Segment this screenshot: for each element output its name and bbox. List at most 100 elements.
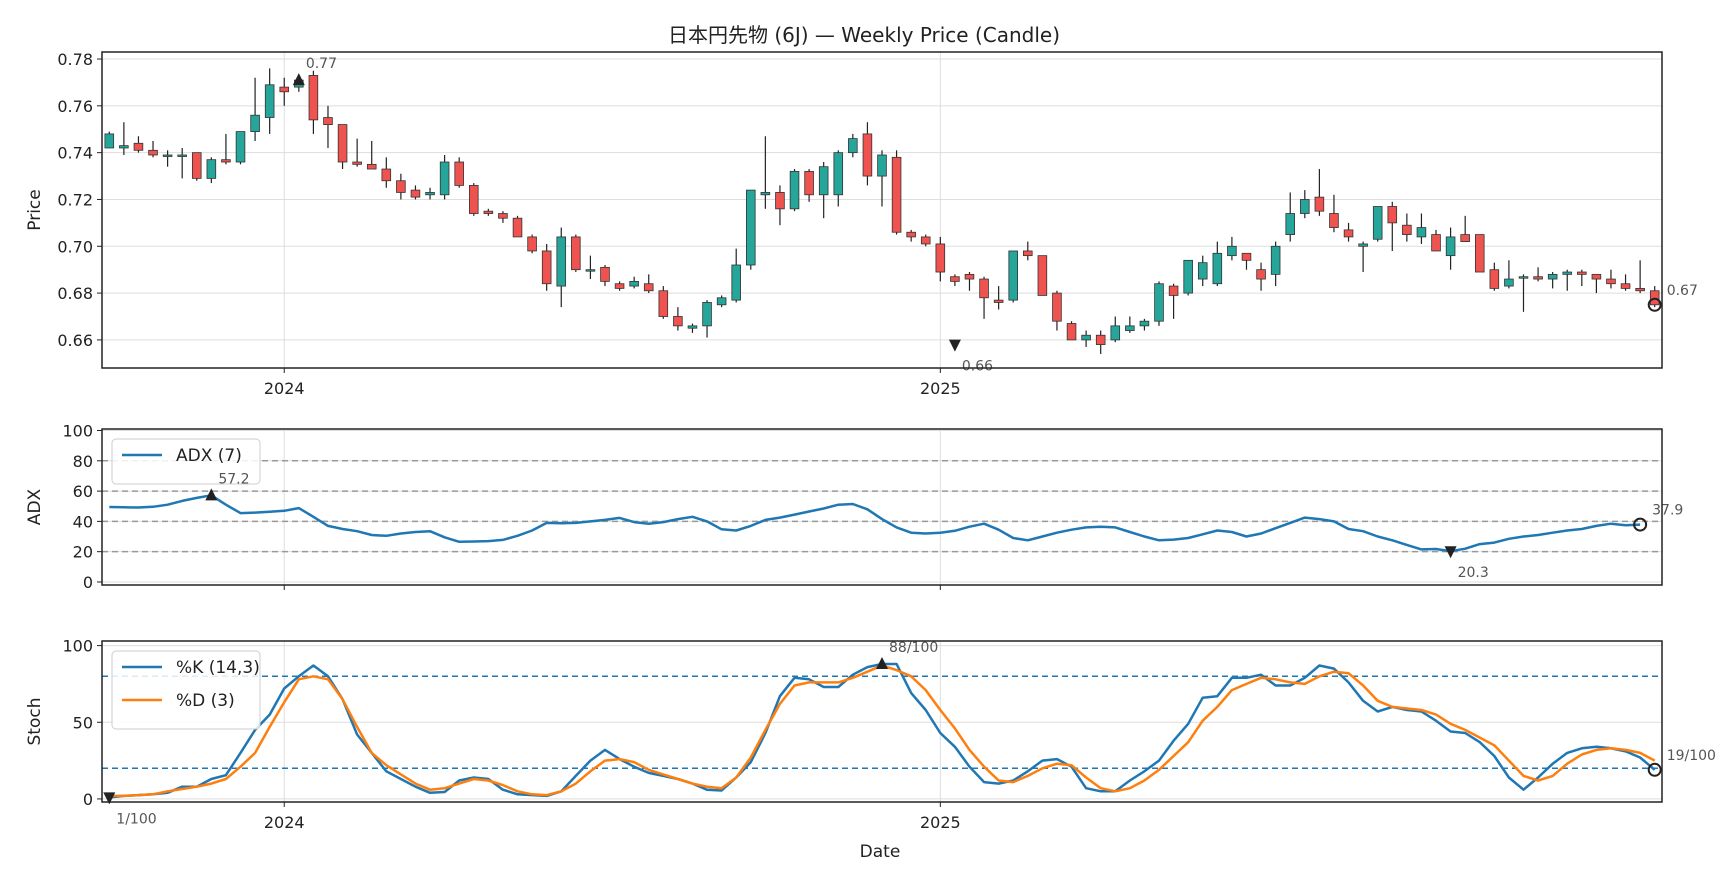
candle-body	[906, 231, 916, 238]
candle-body	[541, 250, 552, 285]
candle-body	[891, 156, 902, 233]
y-tick-label: 80	[73, 452, 93, 471]
candle-body	[731, 264, 741, 301]
candle-body	[133, 142, 144, 151]
candle-body	[425, 192, 435, 196]
last-annotation: 37.9	[1652, 503, 1683, 519]
candle-body	[687, 325, 698, 329]
y-tick-label: 0	[83, 573, 93, 592]
candle-body	[512, 217, 523, 238]
candle-body	[352, 161, 362, 165]
candle-body	[1256, 269, 1266, 280]
candle-body	[1139, 320, 1150, 327]
x-axis-label: Date	[860, 842, 901, 862]
candle-body	[673, 316, 683, 327]
last-marker	[1647, 762, 1662, 777]
adx-panel: 0 20 40 60 80 100 ADX (7) 57.2 20.3 37.9 ADX	[25, 422, 1683, 592]
candle-body	[104, 133, 115, 149]
last-annotation: 19/100	[1667, 748, 1716, 764]
max-annotation: 57.2	[218, 471, 249, 487]
candle-body	[1300, 199, 1310, 214]
y-tick-label: 0.70	[57, 237, 93, 256]
candle-body	[614, 283, 625, 289]
candle-body	[1562, 271, 1573, 275]
candle-body	[221, 159, 231, 163]
candle-body	[556, 236, 567, 287]
candle-body	[381, 168, 392, 182]
candle-body	[1504, 278, 1514, 287]
candle-body	[964, 273, 975, 280]
candle-body	[643, 283, 654, 292]
y-axis-label: Stoch	[25, 698, 45, 746]
legend-box	[111, 438, 261, 485]
axes-frame	[101, 428, 1663, 586]
price-panel: 0.66 0.68 0.70 0.72 0.74 0.76 0.78 2024 2025 0.77…	[25, 50, 1698, 398]
candle-body	[702, 302, 712, 327]
x-tick-label: 2024	[264, 379, 305, 398]
series-line-primary	[109, 662, 1656, 799]
candle-body	[1008, 250, 1018, 301]
candle-body	[979, 278, 989, 299]
max-marker	[876, 657, 888, 669]
candle-body	[1431, 234, 1441, 252]
y-tick-label: 0.66	[57, 331, 93, 350]
candle-body	[1606, 278, 1616, 285]
candle-body	[148, 149, 158, 156]
candle-body	[1518, 276, 1529, 279]
candle-body	[658, 290, 669, 317]
candle-body	[629, 280, 639, 287]
legend-label: %K (14,3)	[176, 658, 260, 678]
x-tick-label: 2024	[264, 813, 305, 832]
candle-body	[206, 159, 217, 179]
candle-body	[1649, 290, 1660, 306]
candle-body	[804, 170, 814, 196]
candle-body	[1343, 229, 1354, 238]
candle-body	[1533, 276, 1543, 280]
y-tick-label: 0	[83, 790, 93, 809]
candle-body	[600, 266, 610, 282]
min-marker	[103, 792, 116, 805]
candle-body	[1081, 334, 1091, 341]
candle-body	[483, 210, 494, 214]
candle-body	[279, 86, 290, 93]
y-tick-label: 20	[73, 543, 93, 562]
candle-body	[469, 185, 479, 214]
candle-body	[1635, 288, 1645, 292]
candle-body	[1285, 213, 1295, 235]
chart-title: 日本円先物 (6J) — Weekly Price (Candle)	[668, 23, 1060, 47]
candle-body	[1270, 245, 1281, 275]
candle-body	[862, 133, 873, 177]
candle-body	[935, 243, 946, 273]
legend-box	[111, 650, 261, 730]
last-marker	[1633, 517, 1648, 532]
candle-body	[1591, 273, 1602, 280]
candle-body	[571, 236, 581, 271]
candle-body	[1474, 234, 1485, 273]
candle-body	[1489, 269, 1500, 289]
max-marker	[205, 488, 218, 501]
candle-body	[1037, 255, 1048, 296]
y-tick-label: 100	[62, 637, 93, 656]
candle-body	[162, 154, 173, 157]
max-marker	[292, 73, 305, 86]
candle-body	[920, 236, 931, 245]
candle-body	[1154, 283, 1164, 322]
y-tick-label: 0.76	[57, 97, 93, 116]
min-marker	[1444, 546, 1457, 559]
candle-body	[1416, 227, 1427, 238]
y-tick-label: 0.78	[57, 50, 93, 69]
candle-body	[1110, 325, 1121, 341]
candle-body	[454, 161, 464, 186]
candle-body	[1227, 245, 1237, 257]
min-marker	[948, 339, 961, 352]
candle-body	[1212, 252, 1223, 285]
candle-body	[119, 145, 129, 149]
x-tick-label: 2025	[920, 379, 961, 398]
candle-body	[264, 84, 275, 118]
candle-body	[1358, 243, 1368, 247]
max-annotation: 88/100	[889, 640, 938, 656]
candle-body	[1329, 213, 1339, 228]
candle-body	[1460, 234, 1470, 242]
x-tick-label: 2025	[920, 813, 961, 832]
